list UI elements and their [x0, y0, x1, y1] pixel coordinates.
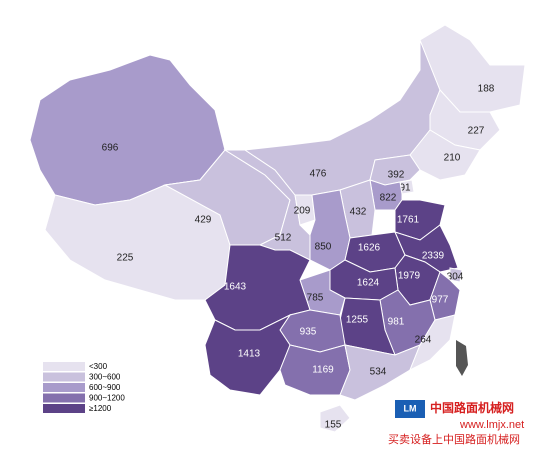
legend-label: ≥1200: [89, 404, 112, 413]
region-value: 822: [380, 193, 397, 204]
region-value: 1979: [398, 271, 421, 282]
region-value: 1643: [224, 282, 247, 293]
legend-swatch: [43, 383, 85, 392]
region-value: 696: [102, 143, 119, 154]
legend-swatch: [43, 372, 85, 382]
region: [339, 344, 421, 401]
region: [319, 404, 351, 433]
region-value: 1626: [358, 243, 381, 254]
legend-swatch: [43, 404, 85, 413]
region-value: 1169: [312, 365, 334, 376]
region-value: 476: [310, 169, 327, 180]
legend-swatch: [43, 393, 85, 403]
watermark-name: 中国路面机械网: [430, 400, 514, 415]
region-value: 534: [370, 367, 387, 378]
region-value: 1761: [397, 215, 420, 226]
region-value: 429: [195, 215, 212, 226]
legend-label: 900~1200: [89, 394, 125, 403]
watermark-logo: [395, 400, 425, 418]
region-value: 155: [325, 420, 342, 431]
region: [409, 314, 456, 372]
region: [449, 267, 463, 283]
region-value: 392: [388, 170, 405, 181]
region-value: 1413: [238, 349, 261, 360]
region-value: 210: [444, 153, 461, 164]
region-value: 91: [399, 183, 411, 194]
region-value: 850: [315, 242, 332, 253]
region-value: 225: [117, 253, 134, 264]
legend-swatch: [43, 362, 85, 371]
watermark-url: www.lmjx.net: [459, 419, 524, 431]
region-value: 209: [294, 206, 311, 217]
region-value: 1255: [346, 315, 369, 326]
region-value: 2339: [422, 251, 445, 262]
watermark-slogan: 买卖设备上中国路面机械网: [388, 432, 520, 446]
region-value: 512: [275, 233, 292, 244]
region-value: 977: [432, 295, 449, 306]
legend-label: <300: [89, 362, 108, 371]
region-value: 264: [415, 335, 432, 346]
taiwan: [456, 340, 468, 376]
region-value: 227: [468, 126, 485, 137]
region-value: 188: [478, 84, 495, 95]
watermark: LM 中国路面机械网 www.lmjx.net 买卖设备上中国路面机械网: [388, 400, 524, 446]
watermark-logo-text: LM: [404, 403, 417, 413]
region-value: 304: [447, 272, 464, 283]
region-value: 1624: [357, 278, 380, 289]
region-value: 981: [388, 317, 405, 328]
legend-label: 300~600: [89, 373, 121, 382]
region-value: 432: [350, 207, 367, 218]
region: [369, 179, 403, 211]
region-value: 785: [307, 293, 324, 304]
legend-label: 600~900: [89, 383, 121, 392]
region-value: 935: [300, 327, 317, 338]
